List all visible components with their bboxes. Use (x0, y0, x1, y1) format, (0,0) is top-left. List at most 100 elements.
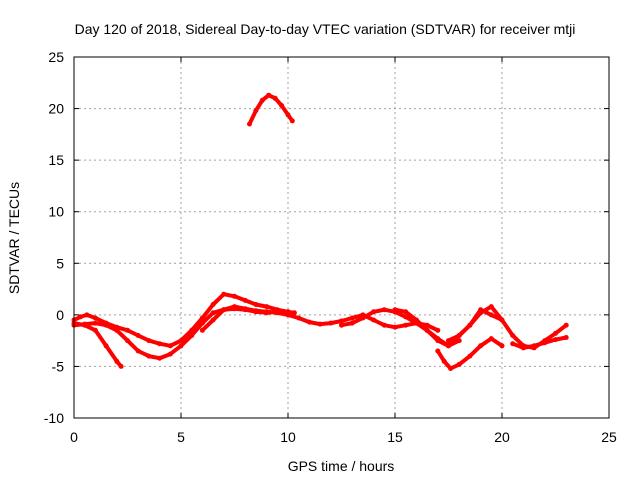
data-point (77, 314, 83, 320)
data-point (563, 322, 569, 328)
data-point (441, 358, 447, 364)
y-tick-label: 5 (56, 255, 64, 271)
data-point (542, 340, 548, 346)
data-point (446, 343, 451, 349)
x-axis: 0 5 10 15 20 25 (70, 57, 617, 445)
grid (74, 57, 609, 418)
data-point (272, 95, 278, 101)
data-point (371, 309, 377, 315)
x-tick-label: 15 (387, 429, 403, 445)
data-point (114, 327, 120, 333)
data-point (146, 353, 152, 359)
y-tick-label: 25 (48, 49, 64, 65)
data-point (392, 307, 398, 313)
data-point (242, 306, 248, 312)
data-point (510, 341, 516, 347)
data-point (499, 317, 505, 323)
data-point (92, 327, 98, 333)
data-point (467, 322, 473, 328)
data-point (381, 307, 387, 313)
data-point (135, 333, 141, 338)
data-point (178, 343, 184, 349)
data-point (210, 310, 216, 316)
data-point (403, 309, 409, 315)
data-point (349, 315, 355, 321)
data-point (274, 310, 280, 316)
x-tick-label: 20 (494, 429, 510, 445)
data-point (279, 103, 285, 108)
series-arc-1 (72, 292, 297, 348)
x-tick-label: 25 (601, 429, 617, 445)
data-point (553, 330, 558, 336)
data-point (499, 343, 505, 349)
data-series (71, 92, 569, 371)
data-point (291, 310, 297, 316)
y-tick-label: 10 (48, 204, 64, 220)
x-axis-label: GPS time / hours (288, 458, 395, 474)
data-point (92, 315, 98, 321)
data-point (82, 321, 88, 327)
data-point (317, 321, 323, 327)
data-point (328, 320, 334, 326)
x-tick-label: 5 (177, 429, 185, 445)
x-tick-label: 10 (280, 429, 296, 445)
data-point (114, 358, 120, 364)
data-point (167, 343, 173, 349)
data-point (510, 333, 516, 338)
data-point (125, 327, 130, 333)
data-point (221, 307, 227, 313)
data-point (339, 322, 344, 328)
y-axis: -10 -5 0 5 10 15 20 25 (44, 49, 609, 426)
data-point (264, 304, 270, 310)
data-point (424, 327, 430, 333)
data-point (435, 338, 441, 344)
data-point (118, 363, 124, 369)
data-point (146, 338, 152, 344)
data-point (199, 327, 205, 333)
data-point (467, 353, 473, 359)
data-point (285, 112, 291, 118)
data-point (339, 318, 344, 324)
data-point (563, 335, 569, 340)
data-point (392, 324, 398, 330)
data-point (266, 92, 272, 98)
x-tick-label: 0 (70, 429, 78, 445)
data-point (403, 314, 409, 320)
data-point (553, 337, 558, 343)
data-point (189, 333, 195, 338)
plot-frame (73, 56, 610, 419)
data-point (435, 348, 441, 354)
data-point (435, 327, 441, 333)
data-point (210, 317, 216, 323)
y-tick-label: 20 (48, 101, 64, 117)
data-point (520, 345, 526, 351)
data-point (285, 312, 291, 318)
data-point (84, 312, 90, 318)
data-point (253, 308, 259, 314)
y-tick-label: 15 (48, 152, 64, 168)
data-point (456, 361, 462, 367)
data-point (403, 322, 409, 328)
data-point (456, 333, 462, 338)
data-point (371, 317, 377, 323)
data-point (259, 97, 265, 103)
data-point (167, 351, 173, 357)
data-point (103, 343, 109, 349)
data-point (488, 304, 494, 310)
data-point (531, 343, 537, 349)
data-point (157, 355, 163, 361)
data-point (478, 310, 484, 316)
data-point (296, 315, 302, 321)
data-point (242, 297, 248, 303)
y-tick-label: -10 (44, 410, 64, 426)
data-point (125, 338, 130, 344)
data-point (253, 302, 259, 307)
data-point (360, 315, 366, 321)
data-point (103, 322, 109, 328)
data-point (247, 121, 252, 127)
data-point (253, 108, 259, 114)
data-point (264, 309, 270, 315)
data-point (446, 338, 451, 344)
data-point (413, 317, 419, 323)
